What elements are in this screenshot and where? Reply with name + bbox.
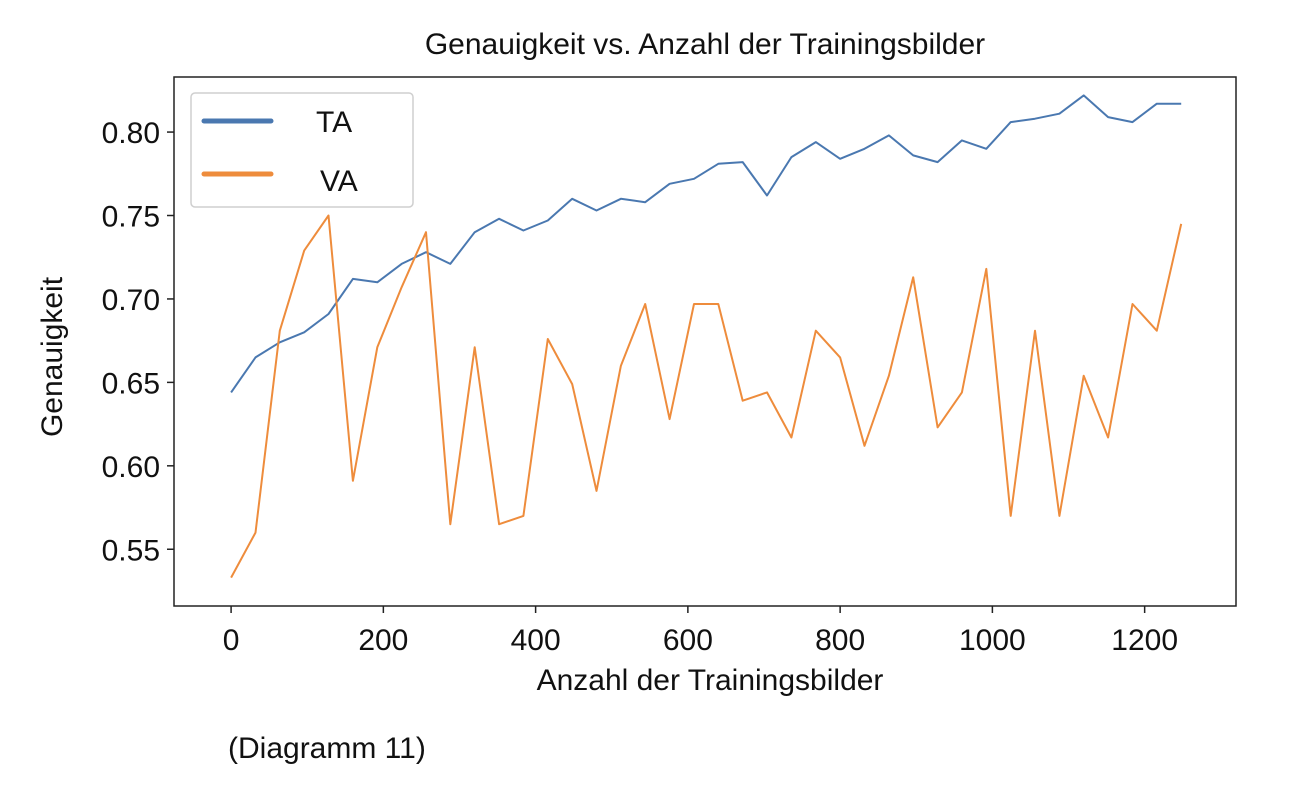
y-tick-label: 0.80 [102, 117, 160, 150]
x-tick-label: 200 [358, 624, 408, 657]
legend-label-va: VA [320, 165, 358, 198]
chart-title: Genauigkeit vs. Anzahl der Trainingsbild… [425, 28, 985, 61]
legend-label-ta: TA [316, 106, 352, 139]
y-tick-label: 0.60 [102, 451, 160, 484]
x-tick-label: 600 [663, 624, 713, 657]
y-tick-label: 0.70 [102, 284, 160, 317]
x-tick-label: 0 [223, 624, 240, 657]
plot-area [173, 76, 1237, 607]
y-axis: 0.55 0.60 0.65 0.70 0.75 0.80 [102, 117, 174, 567]
legend-box [190, 92, 414, 208]
x-tick-label: 400 [511, 624, 561, 657]
x-tick-label: 1000 [959, 624, 1026, 657]
x-axis-label: Anzahl der Trainingsbilder [537, 664, 884, 697]
series-layer [230, 94, 1183, 579]
y-tick-label: 0.55 [102, 534, 160, 567]
line-chart: Genauigkeit vs. Anzahl der Trainingsbild… [36, 28, 1237, 697]
series-line-ta [230, 94, 1182, 393]
figure-caption: (Diagramm 11) [228, 732, 426, 765]
x-axis: 0 200 400 600 800 1000 1200 [223, 606, 1178, 657]
y-tick-label: 0.65 [102, 367, 160, 400]
y-axis-label: Genauigkeit [36, 276, 69, 437]
legend: TA VA [190, 92, 414, 208]
series-line-va [230, 214, 1183, 579]
x-tick-label: 800 [815, 624, 865, 657]
y-tick-label: 0.75 [102, 201, 160, 234]
x-tick-label: 1200 [1111, 624, 1178, 657]
